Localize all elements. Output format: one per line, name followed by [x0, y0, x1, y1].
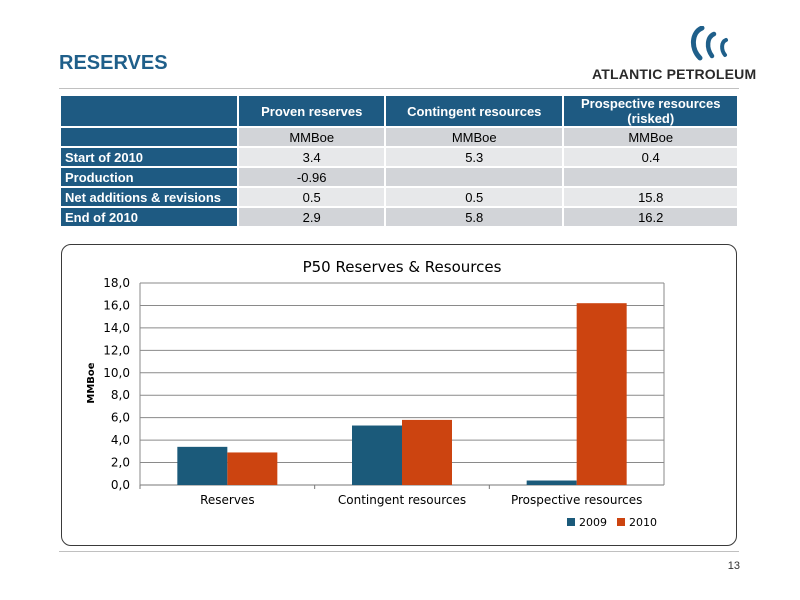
- bar-2009-reserves: [177, 446, 228, 485]
- company-logo: ATLANTIC PETROLEUM: [592, 26, 756, 86]
- legend-label-2010: 2010: [629, 516, 657, 529]
- table-cell: [386, 168, 563, 186]
- unit-cell: MMBoe: [564, 128, 737, 146]
- chart-title: P50 Reserves & Resources: [303, 258, 502, 276]
- y-tick-label: 0,0: [111, 478, 130, 492]
- y-tick-label: 8,0: [111, 388, 130, 402]
- table-cell: [564, 168, 737, 186]
- table-cell: 5.8: [386, 208, 563, 226]
- table-row: Production -0.96: [61, 168, 737, 186]
- table-header-row: Proven reserves Contingent resources Pro…: [61, 96, 737, 126]
- row-label: Start of 2010: [61, 148, 238, 166]
- table-cell: -0.96: [239, 168, 385, 186]
- y-tick-label: 2,0: [111, 456, 130, 470]
- x-tick-label: Reserves: [200, 493, 255, 507]
- y-tick-label: 4,0: [111, 433, 130, 447]
- bar-2009-prospective-resources: [526, 480, 577, 485]
- bar-2010-prospective-resources: [576, 303, 627, 485]
- table-cell: 0.5: [239, 188, 385, 206]
- table-cell: 5.3: [386, 148, 563, 166]
- logo-wordmark: ATLANTIC PETROLEUM: [592, 66, 757, 82]
- table-cell: 16.2: [564, 208, 737, 226]
- table-cell: 0.4: [564, 148, 737, 166]
- slide-title: RESERVES: [59, 52, 168, 74]
- y-tick-label: 12,0: [103, 343, 130, 357]
- footer-divider: [59, 551, 739, 552]
- bar-2010-reserves: [227, 452, 278, 485]
- y-tick-label: 16,0: [103, 298, 130, 312]
- y-tick-label: 6,0: [111, 411, 130, 425]
- row-label: Net additions & revisions: [61, 188, 238, 206]
- y-axis-label: MMBoe: [86, 362, 97, 403]
- unit-cell: MMBoe: [386, 128, 563, 146]
- x-tick-label: Prospective resources: [511, 493, 642, 507]
- y-tick-label: 10,0: [103, 366, 130, 380]
- legend-swatch-2009: [567, 518, 575, 526]
- column-header: Prospective resources (risked): [564, 96, 737, 126]
- reserves-table: Proven reserves Contingent resources Pro…: [59, 94, 739, 228]
- bar-chart: P50 Reserves & Resources 0,0 2,0 4,0 6,0 8,0 1…: [86, 258, 665, 529]
- legend-label-2009: 2009: [579, 516, 607, 529]
- units-row: MMBoe MMBoe MMBoe: [61, 128, 737, 146]
- legend-swatch-2010: [617, 518, 625, 526]
- units-label-cell: [61, 128, 238, 146]
- bar-2009-contingent-resources: [352, 425, 402, 485]
- row-label: Production: [61, 168, 238, 186]
- x-tick-label: Contingent resources: [338, 493, 466, 507]
- bar-2010-contingent-resources: [402, 419, 452, 485]
- table-row: Net additions & revisions 0.5 0.5 15.8: [61, 188, 737, 206]
- page-number: 13: [727, 560, 740, 572]
- column-header: Proven reserves: [239, 96, 385, 126]
- column-header: Contingent resources: [386, 96, 563, 126]
- header-divider: [59, 88, 739, 89]
- table-corner-cell: [61, 96, 238, 126]
- chart-frame: P50 Reserves & Resources 0,0 2,0 4,0 6,0 8,0 1…: [61, 244, 737, 546]
- table-cell: 2.9: [239, 208, 385, 226]
- table-row: Start of 2010 3.4 5.3 0.4: [61, 148, 737, 166]
- table-cell: 15.8: [564, 188, 737, 206]
- row-label: End of 2010: [61, 208, 238, 226]
- table-row: End of 2010 2.9 5.8 16.2: [61, 208, 737, 226]
- atlantic-petroleum-logo-icon: [691, 26, 728, 61]
- table-cell: 0.5: [386, 188, 563, 206]
- y-tick-label: 18,0: [103, 276, 130, 290]
- unit-cell: MMBoe: [239, 128, 385, 146]
- table-cell: 3.4: [239, 148, 385, 166]
- y-tick-label: 14,0: [103, 321, 130, 335]
